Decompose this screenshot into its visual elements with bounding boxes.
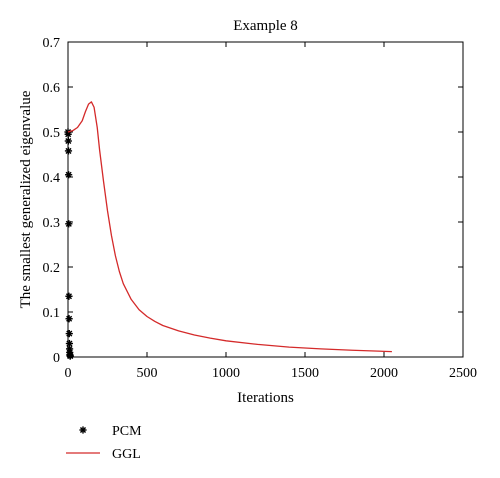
- data-point-pcm: [64, 137, 72, 145]
- x-axis: 0 500 1000 1500 2000 2500: [65, 42, 477, 381]
- plot-area: [64, 101, 392, 360]
- legend-item-ggl: GGL: [66, 447, 141, 462]
- legend-swatch: [79, 426, 87, 434]
- series-line-ggl: [67, 101, 392, 353]
- data-point-pcm: [66, 352, 74, 360]
- y-axis-title: The smallest generalized eigenvalue: [18, 90, 34, 308]
- x-tick-label: 2000: [370, 366, 398, 381]
- chart-title: Example 8: [233, 18, 298, 34]
- x-tick-label: 500: [137, 366, 158, 381]
- data-point-pcm: [65, 330, 73, 338]
- y-tick-label: 0.6: [43, 81, 61, 96]
- data-point-pcm: [65, 315, 73, 323]
- x-tick-label: 1000: [212, 366, 240, 381]
- data-point-pcm: [64, 130, 72, 138]
- y-tick-label: 0.3: [43, 216, 61, 231]
- y-tick-label: 0: [53, 351, 60, 366]
- x-axis-title: Iterations: [237, 390, 294, 406]
- y-tick-label: 0.7: [43, 36, 61, 51]
- y-axis: 0 0.1 0.2 0.3 0.4 0.5 0.6 0.7: [43, 36, 463, 366]
- plot-frame: [67, 41, 464, 358]
- data-point-pcm: [65, 220, 73, 228]
- legend: PCM GGL: [66, 424, 142, 462]
- data-point-pcm: [64, 147, 73, 155]
- data-point-pcm: [65, 171, 73, 179]
- legend-label: PCM: [112, 424, 142, 439]
- data-point-pcm: [65, 339, 74, 348]
- legend-item-pcm: PCM: [79, 424, 142, 439]
- x-tick-label: 1500: [291, 366, 319, 381]
- x-tick-label: 0: [65, 366, 72, 381]
- y-tick-label: 0.2: [43, 261, 61, 276]
- y-tick-label: 0.1: [43, 306, 61, 321]
- y-tick-label: 0.4: [43, 171, 61, 186]
- x-tick-label: 2500: [449, 366, 477, 381]
- y-tick-label: 0.5: [43, 126, 61, 141]
- legend-label: GGL: [112, 447, 141, 462]
- data-point-pcm: [65, 292, 73, 300]
